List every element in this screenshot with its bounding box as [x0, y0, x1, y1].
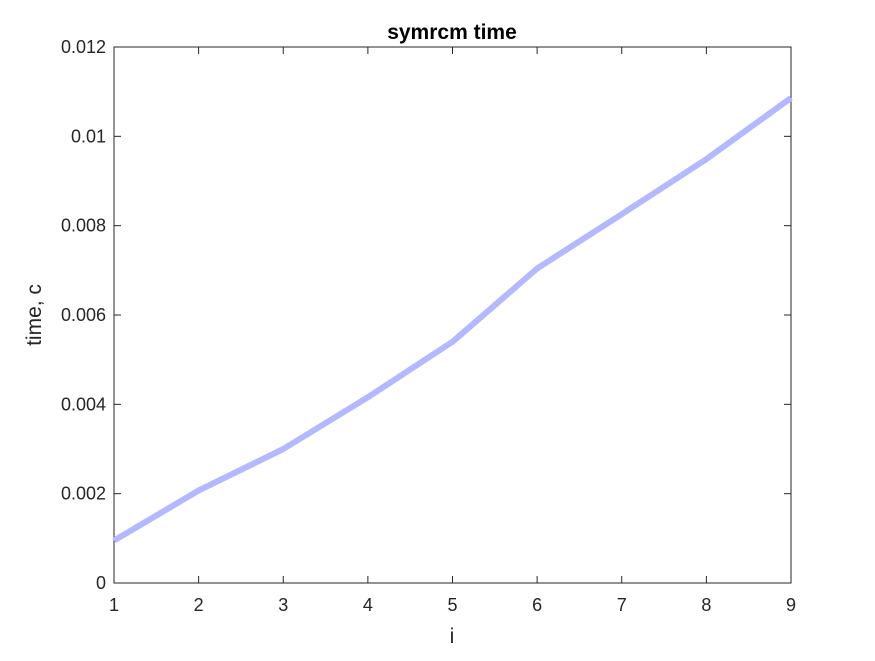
- x-tick-label: 9: [786, 595, 796, 615]
- y-tick-label: 0.004: [61, 394, 106, 414]
- plot-area: [113, 46, 792, 584]
- chart-title: symrcm time: [387, 21, 517, 44]
- x-tick-label: 3: [278, 595, 288, 615]
- x-tick-label: 1: [109, 595, 119, 615]
- x-tick-label: 4: [363, 595, 373, 615]
- x-tick-label: 7: [617, 595, 627, 615]
- x-axis-label: i: [450, 625, 455, 648]
- y-tick-label: 0.01: [71, 126, 106, 146]
- x-tick-label: 8: [701, 595, 711, 615]
- y-tick-label: 0.008: [61, 216, 106, 236]
- x-tick-label: 2: [194, 595, 204, 615]
- axis-ticks: 1 2 3 4 5 6 7 8 9 0 0.002 0.004 0.006 0.008 0.01 0.012: [61, 37, 796, 615]
- y-axis-label: time, c: [23, 284, 46, 346]
- y-tick-label: 0: [96, 573, 106, 593]
- series-lines: [112, 95, 793, 544]
- x-tick-label: 6: [532, 595, 542, 615]
- x-tick-label: 5: [447, 595, 457, 615]
- y-tick-label: 0.002: [61, 484, 106, 504]
- series-line-0: [112, 95, 793, 544]
- y-tick-label: 0.006: [61, 305, 106, 325]
- y-tick-label: 0.012: [61, 37, 106, 57]
